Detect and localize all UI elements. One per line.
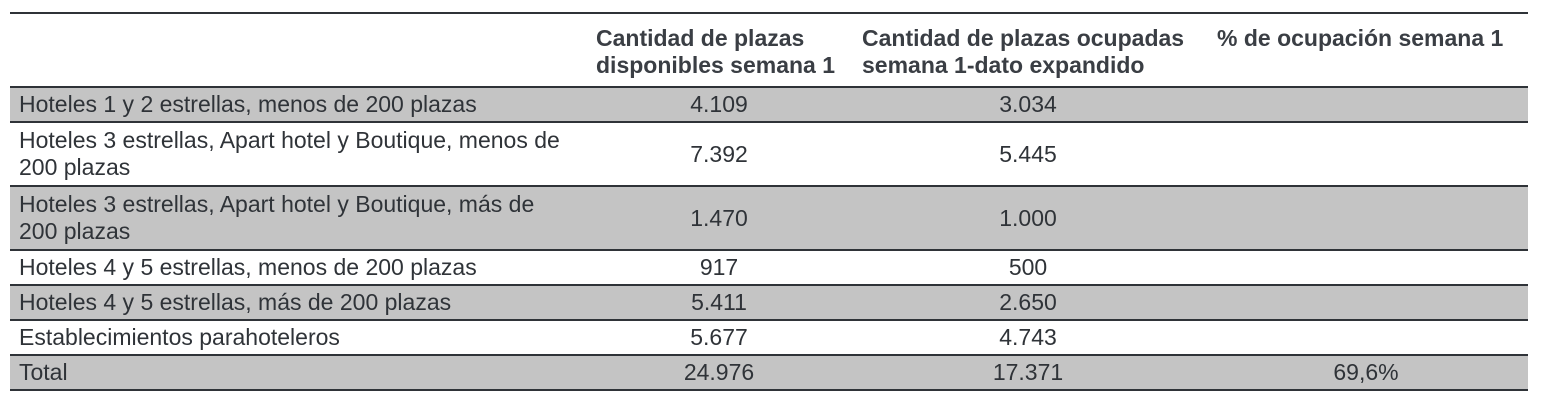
row-occupancy [1204, 123, 1528, 185]
table-row: Hoteles 4 y 5 estrellas, menos de 200 pl… [10, 251, 1528, 286]
row-label: Hoteles 1 y 2 estrellas, menos de 200 pl… [19, 91, 477, 117]
row-available: 7.392 [690, 140, 748, 167]
row-available: 4.109 [690, 91, 748, 117]
row-occupancy [1204, 286, 1528, 319]
header-label-cell [10, 14, 586, 86]
table-total-row: Total 24.976 17.371 69,6% [10, 356, 1528, 391]
table-row: Hoteles 3 estrellas, Apart hotel y Bouti… [10, 187, 1528, 251]
row-occupancy [1204, 321, 1528, 354]
row-available: 917 [699, 254, 739, 280]
row-occupancy [1204, 88, 1528, 121]
header-available-places: Cantidad de plazas disponibles semana 1 [596, 25, 836, 78]
row-available: 1.470 [690, 204, 748, 231]
total-occupied: 17.371 [992, 359, 1064, 385]
row-occupied: 1.000 [999, 204, 1057, 231]
row-available: 5.411 [691, 289, 747, 315]
row-label: Hoteles 4 y 5 estrellas, menos de 200 pl… [19, 254, 477, 280]
total-label: Total [19, 359, 68, 385]
header-occupied-places: Cantidad de plazas ocupadas semana 1-dat… [862, 25, 1185, 78]
table-row: Hoteles 1 y 2 estrellas, menos de 200 pl… [10, 88, 1528, 123]
row-occupancy [1204, 251, 1528, 284]
table-row: Establecimientos parahoteleros 5.677 4.7… [10, 321, 1528, 356]
row-occupied: 500 [1008, 254, 1048, 280]
row-occupancy [1204, 187, 1528, 249]
row-occupied: 3.034 [999, 91, 1057, 117]
row-label: Hoteles 3 estrellas, Apart hotel y Bouti… [19, 127, 560, 180]
row-occupied: 5.445 [999, 140, 1057, 167]
row-label: Hoteles 4 y 5 estrellas, más de 200 plaz… [19, 289, 452, 315]
table-row: Hoteles 3 estrellas, Apart hotel y Bouti… [10, 123, 1528, 187]
row-label: Establecimientos parahoteleros [19, 324, 340, 350]
table-header-row: Cantidad de plazas disponibles semana 1 … [10, 14, 1528, 88]
total-occupancy: 69,6% [1333, 359, 1399, 385]
row-occupied: 2.650 [999, 289, 1057, 315]
row-available: 5.677 [690, 324, 748, 350]
total-available: 24.976 [683, 359, 755, 385]
table-row: Hoteles 4 y 5 estrellas, más de 200 plaz… [10, 286, 1528, 321]
row-occupied: 4.743 [999, 324, 1057, 350]
row-label: Hoteles 3 estrellas, Apart hotel y Bouti… [19, 191, 535, 244]
header-occupancy-percent: % de ocupación semana 1 [1217, 25, 1504, 51]
occupancy-table: Cantidad de plazas disponibles semana 1 … [10, 12, 1528, 391]
